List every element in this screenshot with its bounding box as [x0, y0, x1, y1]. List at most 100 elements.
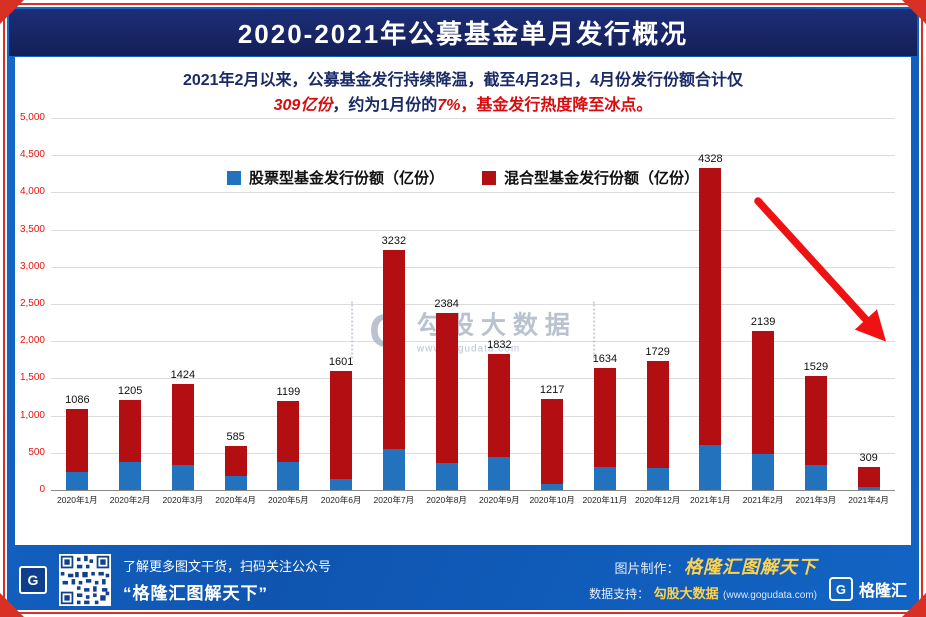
stock-fund-segment	[857, 487, 880, 490]
y-tick-label: 1,000	[19, 409, 45, 421]
stacked-bar	[541, 399, 564, 490]
stock-fund-segment	[646, 468, 669, 490]
bar-value-label: 1086	[65, 394, 90, 407]
gridline	[51, 452, 895, 454]
brand-slogan: “格隆汇图解天下”	[123, 584, 268, 603]
bar-value-label: 1199	[276, 385, 301, 398]
stock-fund-segment	[752, 453, 775, 490]
stacked-bar	[435, 312, 458, 490]
stock-fund-segment	[277, 461, 300, 490]
hybrid-fund-segment	[541, 399, 564, 485]
annotation-tail: ，基金发行热度降至冰点。	[460, 96, 653, 114]
bar-group: 1529	[790, 118, 843, 490]
bar-value-label: 309	[859, 452, 878, 465]
stock-fund-segment	[66, 472, 89, 490]
x-tick-label: 2020年10月	[529, 495, 575, 505]
legend-swatch-hybrid	[482, 170, 496, 185]
qr-caption: 了解更多图文干货，扫码关注公众号	[123, 559, 332, 574]
annotation: 2021年2月以来，公募基金发行持续降温，截至4月23日，4月份发行份额合计仅 …	[15, 69, 911, 119]
bar-group: 1217	[526, 118, 579, 490]
bar-group: 1601	[315, 118, 368, 490]
stacked-bar	[646, 361, 669, 490]
x-tick-label: 2020年5月	[268, 495, 309, 505]
bar-group: 1199	[262, 118, 315, 490]
stacked-bar	[224, 446, 247, 490]
gridline	[51, 229, 895, 231]
y-tick-label: 4,500	[19, 149, 45, 161]
stock-fund-segment	[382, 449, 405, 490]
stock-fund-segment	[541, 484, 564, 490]
x-tick-label: 2020年11月	[582, 495, 628, 505]
stock-fund-segment	[171, 465, 194, 490]
x-tick-label: 2020年12月	[634, 495, 681, 505]
y-tick-label: 3,000	[19, 260, 45, 272]
annotation-mid: ，约为1月份的	[332, 96, 438, 114]
hybrid-fund-segment	[857, 467, 880, 488]
frame-corner	[902, 0, 926, 24]
hybrid-fund-segment	[224, 446, 247, 476]
gridline	[51, 341, 895, 343]
x-tick-label: 2021年1月	[690, 495, 731, 505]
x-tick-label: 2020年8月	[426, 495, 467, 505]
hybrid-fund-segment	[171, 384, 194, 466]
hybrid-fund-segment	[593, 368, 616, 467]
gridline	[51, 155, 895, 157]
annotation-line2: 309亿份，约为1月份的7%，基金发行热度降至冰点。	[15, 94, 911, 119]
gridline	[51, 192, 895, 194]
stacked-bar	[488, 353, 511, 490]
data-support-label: 数据支持：	[589, 586, 650, 601]
y-tick-label: 2,500	[19, 298, 45, 309]
y-tick-label: 2,000	[19, 335, 45, 347]
qr-code	[59, 554, 111, 606]
stock-fund-segment	[119, 462, 142, 490]
x-tick-label: 2021年3月	[795, 495, 837, 505]
downtrend-arrow-icon	[754, 197, 887, 342]
gridline	[51, 490, 895, 491]
bar-value-label: 1634	[592, 353, 618, 366]
stock-fund-segment	[224, 475, 247, 490]
stacked-bar	[593, 368, 616, 490]
stacked-bar	[119, 400, 142, 490]
stock-fund-segment	[488, 457, 511, 490]
hybrid-fund-segment	[382, 249, 405, 450]
credit-label: 图片制作：	[614, 560, 680, 576]
annotation-line1: 2021年2月以来，公募基金发行持续降温，截至4月23日，4月份发行份额合计仅	[182, 72, 744, 89]
stock-fund-segment	[330, 478, 353, 490]
stacked-bar	[66, 409, 89, 490]
x-tick-label: 2021年2月	[742, 495, 784, 505]
gridline	[51, 378, 895, 380]
hybrid-fund-segment	[699, 168, 722, 446]
bar-value-label: 1529	[803, 361, 829, 374]
stock-fund-segment	[699, 445, 722, 490]
y-tick-label: 5,000	[19, 112, 45, 123]
stock-fund-segment	[435, 463, 458, 490]
bar-group: 2139	[737, 118, 790, 490]
stacked-bar	[752, 330, 775, 490]
hybrid-fund-segment	[752, 330, 775, 454]
gridline	[51, 415, 895, 417]
bar-group: 1729	[631, 118, 684, 490]
bar-group: 1086	[51, 118, 104, 490]
legend-swatch-stock	[226, 170, 241, 185]
bar-group: 309	[842, 118, 895, 490]
chart-card: 2021年2月以来，公募基金发行持续降温，截至4月23日，4月份发行份额合计仅 …	[15, 57, 911, 545]
hybrid-fund-segment	[488, 353, 511, 458]
frame-corner	[0, 0, 24, 24]
credits: 图片制作： 格隆汇图解天下 数据支持： 勾股大数据 (www.gogudata.…	[589, 554, 817, 607]
bar-value-label: 1832	[487, 338, 512, 351]
gridline	[51, 304, 895, 305]
plot-area: G 勾股大数据 www.gogudata.com 108612051424585…	[51, 118, 895, 491]
data-support-value: 勾股大数据	[653, 585, 719, 601]
legend-item-hybrid: 混合型基金发行份额（亿份）	[482, 167, 699, 188]
x-tick-label: 2020年2月	[109, 495, 151, 505]
bar-group: 1424	[157, 118, 210, 490]
bars: 1086 1205 1424 585 1199 1601 3232 2384 1832 1217 1…	[51, 118, 895, 490]
gridline	[51, 118, 895, 119]
y-tick-label: 1,500	[19, 372, 45, 384]
legend-label-stock: 股票型基金发行份额（亿份）	[248, 170, 444, 187]
mini-brand-logo: G	[19, 566, 47, 594]
hybrid-fund-segment	[277, 400, 300, 462]
hybrid-fund-segment	[330, 370, 353, 479]
stacked-bar	[382, 249, 405, 490]
